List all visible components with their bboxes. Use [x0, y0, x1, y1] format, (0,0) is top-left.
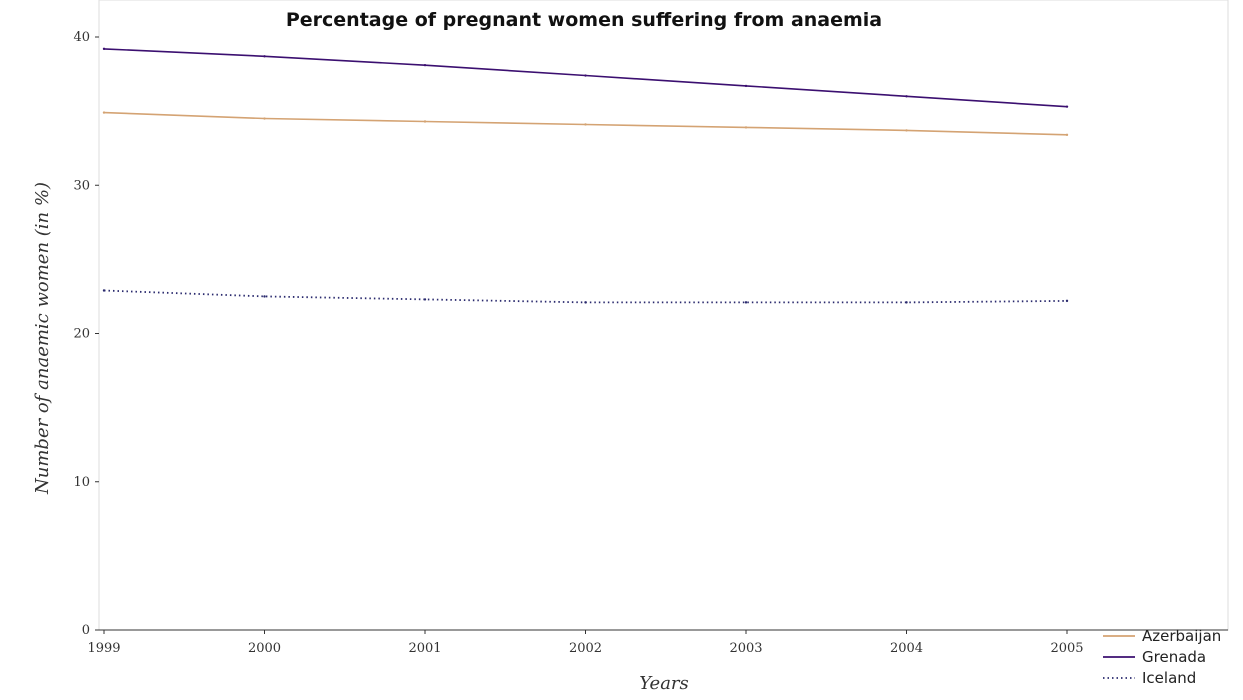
data-point-azerbaijan [744, 126, 748, 129]
data-point-grenada [263, 55, 266, 58]
data-point-grenada [584, 74, 587, 77]
legend-label-iceland: Iceland [1142, 669, 1196, 687]
data-point-iceland [744, 301, 748, 304]
x-axis-title: Years [639, 673, 689, 694]
y-tick-label: 10 [73, 475, 90, 490]
y-axis-title: Number of anaemic women (in %) [32, 182, 53, 495]
x-tick-label: 1999 [87, 641, 120, 656]
series-line-iceland [103, 289, 1068, 304]
y-axis-ticks: 0 10 20 30 40 [73, 30, 99, 638]
chart-title: Percentage of pregnant women suffering f… [286, 9, 882, 31]
data-point-grenada [905, 95, 908, 98]
data-point-iceland [423, 298, 427, 301]
data-point-grenada [423, 63, 427, 67]
data-point-azerbaijan [905, 129, 908, 132]
x-tick-label: 2002 [569, 641, 602, 656]
data-point-iceland [102, 289, 106, 292]
data-point-azerbaijan [423, 120, 427, 123]
x-tick-label: 2003 [729, 641, 762, 656]
data-point-azerbaijan [102, 111, 106, 114]
legend-label-grenada: Grenada [1142, 648, 1206, 666]
data-point-iceland [263, 295, 266, 298]
x-tick-label: 2004 [890, 641, 923, 656]
data-point-iceland [1065, 299, 1069, 303]
data-point-iceland [905, 301, 908, 304]
data-point-azerbaijan [584, 123, 587, 126]
legend: Azerbaijan Grenada Iceland [1103, 627, 1221, 687]
data-point-grenada [1065, 105, 1069, 108]
plot-area [98, 0, 1229, 631]
data-point-grenada [102, 47, 106, 51]
x-tick-label: 2001 [408, 641, 441, 656]
series-line-grenada [103, 48, 1068, 108]
series-layer [102, 47, 1069, 304]
data-point-azerbaijan [1065, 133, 1069, 137]
y-tick-label: 0 [82, 623, 90, 638]
x-axis-ticks: 1999 2000 2001 2002 2003 2004 2005 [87, 630, 1084, 656]
legend-label-azerbaijan: Azerbaijan [1142, 627, 1221, 645]
x-tick-label: 2000 [248, 641, 281, 656]
y-tick-label: 20 [73, 327, 90, 342]
data-point-grenada [744, 84, 748, 88]
data-point-azerbaijan [263, 117, 266, 120]
y-tick-label: 40 [73, 30, 90, 45]
x-tick-label: 2005 [1050, 641, 1083, 656]
y-tick-label: 30 [73, 178, 90, 193]
data-point-iceland [584, 301, 587, 304]
